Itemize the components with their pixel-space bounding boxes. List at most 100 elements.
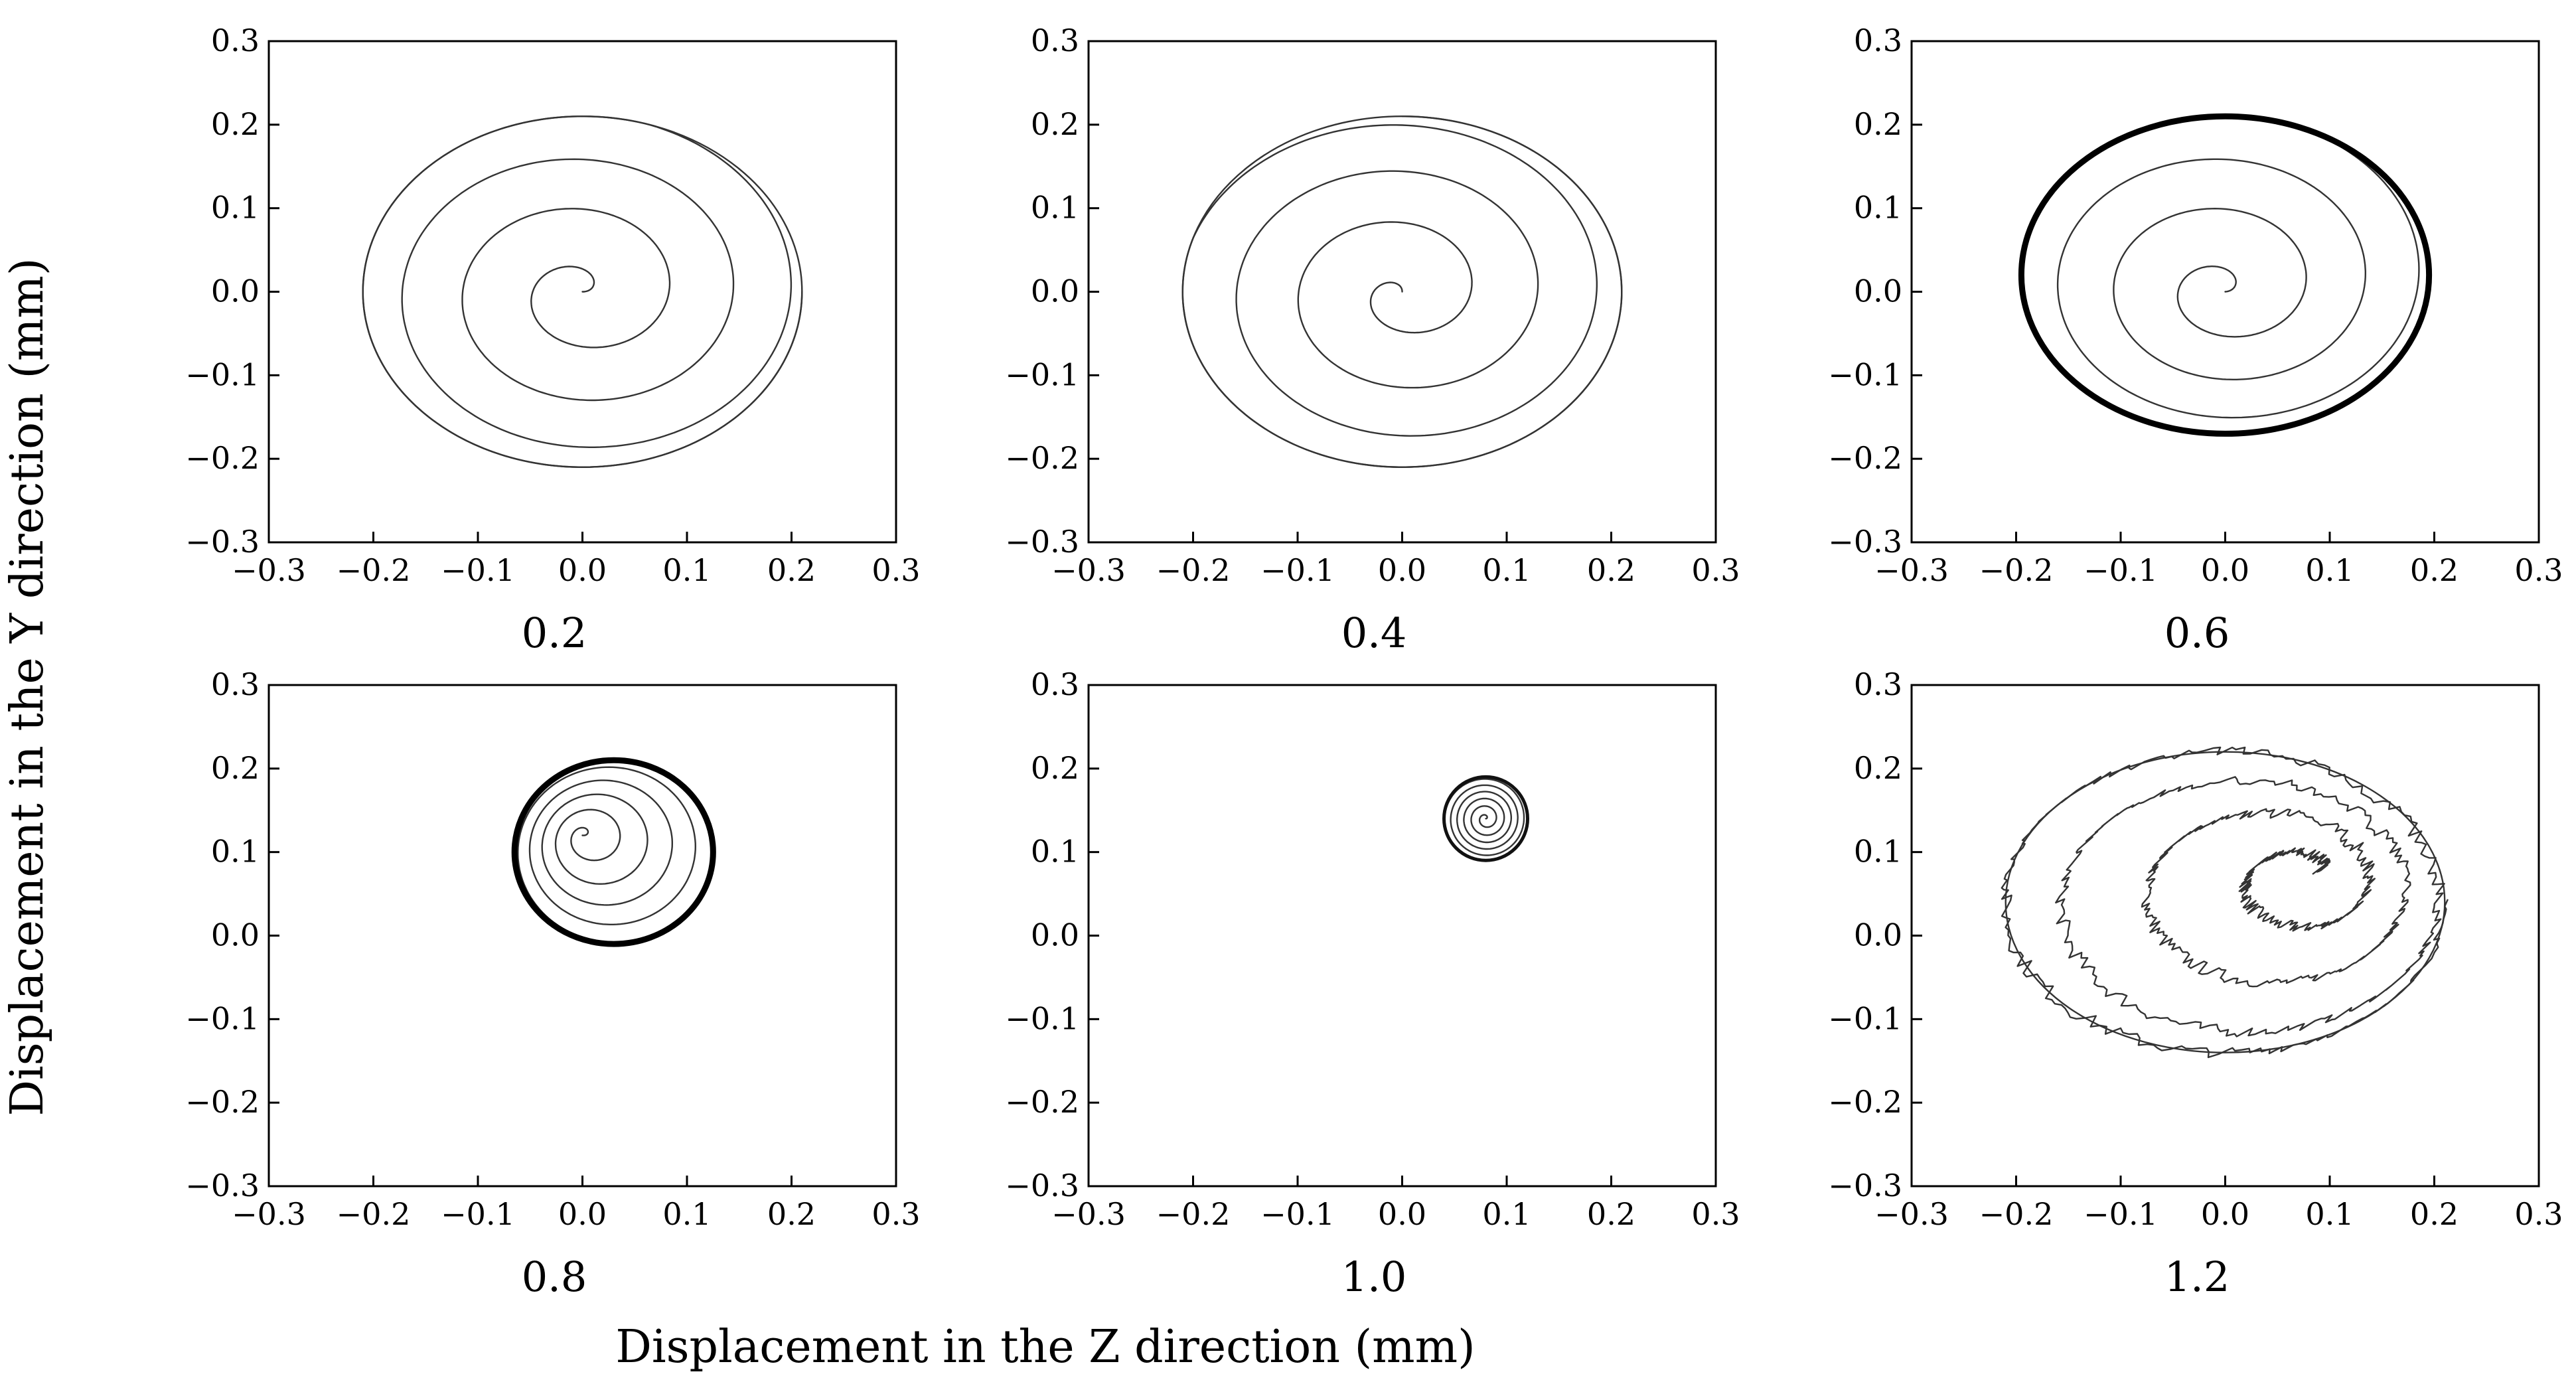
y-tick-label: −0.2 [1828,440,1902,476]
y-tick-label: 0.2 [1031,106,1079,142]
x-tick-label: −0.3 [1051,1196,1126,1232]
x-tick-label: 0.3 [871,1196,920,1232]
y-tick-label: 0.1 [211,834,260,870]
y-tick-label: −0.2 [185,1084,260,1120]
y-tick-label: −0.2 [1005,440,1079,476]
x-tick-label: 0.0 [2201,552,2249,588]
x-tick-label: 0.3 [1691,552,1740,588]
limit-cycle [2005,751,2446,1053]
x-tick-label: −0.3 [1874,552,1949,588]
x-tick-label: −0.3 [232,552,306,588]
x-tick-label: 0.1 [662,1196,711,1232]
panel-caption: 0.4 [1341,609,1407,657]
x-tick-label: −0.2 [1979,552,2054,588]
x-tick-label: 0.1 [1482,1196,1531,1232]
x-tick-label: −0.1 [2084,552,2158,588]
limit-cycle [1442,775,1529,862]
x-tick-label: 0.2 [767,1196,816,1232]
x-tick-label: 0.3 [871,552,920,588]
trajectory-line [362,115,803,468]
y-tick-label: 0.0 [1854,917,1902,953]
y-tick-label: 0.0 [1031,273,1079,309]
x-tick-label: 0.1 [2305,1196,2354,1232]
y-tick-label: −0.2 [1828,1084,1902,1120]
y-tick-label: 0.0 [1854,273,1902,309]
x-tick-label: −0.1 [2084,1196,2158,1232]
y-tick-label: 0.0 [211,917,260,953]
plot-frame [267,684,897,1188]
y-tick-label: 0.3 [211,666,260,702]
x-tick-label: 0.2 [2410,1196,2459,1232]
x-tick-label: 0.2 [767,552,816,588]
y-tick-label: 0.0 [1031,917,1079,953]
y-tick-label: 0.3 [211,23,260,58]
limit-cycle [2018,113,2433,437]
y-tick-label: −0.1 [185,1000,260,1036]
trajectory-line [1181,115,1623,468]
panel-1: −0.3−0.3 −0.2 −0.2 −0.1 −0.1 0.0 0.0 0.1 0.1 0.2 0… [185,23,920,657]
x-tick-label: 0.3 [2514,1196,2563,1232]
y-tick-label: 0.1 [1854,190,1902,226]
x-tick-label: −0.1 [1260,552,1335,588]
panels: −0.3−0.3−0.2−0.2−0.1−0.10.00.00.10.10.20… [185,23,2563,1301]
x-tick-label: 0.1 [1482,552,1531,588]
y-tick-label: −0.1 [1005,1000,1079,1036]
y-tick-label: 0.1 [1854,834,1902,870]
x-tick-label: −0.2 [337,552,411,588]
x-tick-label: 0.1 [662,552,711,588]
x-tick-label: 0.0 [2201,1196,2249,1232]
y-tick-label: −0.1 [185,356,260,392]
x-tick-label: −0.1 [441,552,515,588]
x-tick-label: −0.3 [1051,552,1126,588]
trajectory-line [2001,746,2449,1059]
y-tick-label: −0.3 [1005,1168,1079,1203]
panel-2: −0.3−0.3 −0.2 −0.2 −0.1 −0.1 0.0 0.0 0.1 0.1 0.2 0… [1005,23,1740,657]
y-tick-label: −0.1 [1828,1000,1902,1036]
x-tick-label: 0.2 [1587,552,1635,588]
y-tick-label: 0.0 [211,273,260,309]
y-tick-label: 0.1 [1031,190,1079,226]
x-tick-label: 0.0 [1378,552,1426,588]
y-tick-label: −0.2 [185,440,260,476]
panel-caption: 1.2 [2164,1253,2230,1301]
x-tick-label: 0.3 [1691,1196,1740,1232]
y-tick-label: 0.1 [1031,834,1079,870]
y-tick-label: 0.2 [211,106,260,142]
x-tick-label: −0.1 [441,1196,515,1232]
panel-6: −0.3−0.3 −0.2 −0.2 −0.1 −0.1 0.0 0.0 0.1 0.1 0.2 0… [1828,666,2563,1301]
plot-frame [1087,684,1717,1188]
limit-cycle [511,757,716,947]
x-tick-label: 0.2 [1587,1196,1635,1232]
y-tick-label: −0.3 [185,524,260,560]
y-axis-title: Displacement in the Y direction (mm) [1,258,54,1116]
x-axis-title: Displacement in the Z direction (mm) [615,1321,1475,1373]
x-tick-label: −0.2 [1156,552,1231,588]
x-tick-label: 0.0 [558,1196,607,1232]
x-tick-label: −0.2 [1979,1196,2054,1232]
panel-5: −0.3−0.3 −0.2 −0.2 −0.1 −0.1 0.0 0.0 0.1 0.1 0.2 0… [1005,666,1740,1301]
limit-cycle [1181,115,1623,468]
y-tick-label: 0.3 [1854,666,1902,702]
y-tick-label: −0.3 [1828,524,1902,560]
y-tick-label: −0.3 [185,1168,260,1203]
x-tick-label: 0.0 [558,552,607,588]
x-tick-label: −0.3 [1874,1196,1949,1232]
y-tick-label: 0.3 [1031,666,1079,702]
panel-4: −0.3−0.3 −0.2 −0.2 −0.1 −0.1 0.0 0.0 0.1 0.1 0.2 0… [185,666,920,1301]
y-tick-label: −0.2 [1005,1084,1079,1120]
x-tick-label: −0.1 [1260,1196,1335,1232]
panel-caption: 0.8 [522,1253,587,1301]
y-tick-label: 0.2 [1854,106,1902,142]
y-tick-label: 0.2 [211,750,260,786]
y-tick-label: 0.3 [1031,23,1079,58]
y-tick-label: 0.2 [1031,750,1079,786]
plot-frame [1910,684,2540,1188]
panel-3: −0.3−0.3 −0.2 −0.2 −0.1 −0.1 0.0 0.0 0.1 0.1 0.2 0… [1828,23,2563,657]
panel-caption: 0.6 [2164,609,2230,657]
panel-caption: 0.2 [522,609,587,657]
x-tick-label: 0.1 [2305,552,2354,588]
y-tick-label: 0.2 [1854,750,1902,786]
y-tick-label: 0.1 [211,190,260,226]
x-tick-label: −0.2 [337,1196,411,1232]
